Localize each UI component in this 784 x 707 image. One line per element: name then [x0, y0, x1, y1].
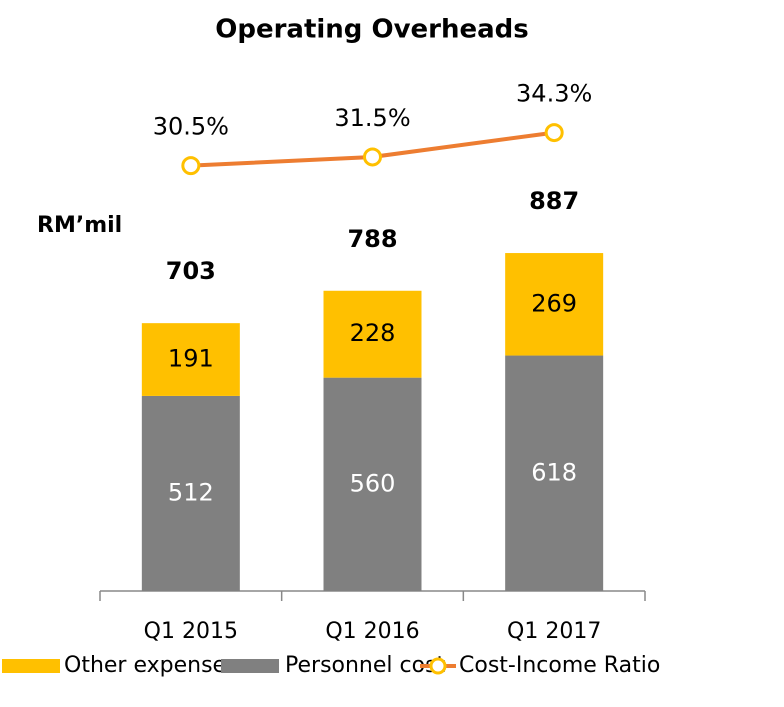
data-label: 228 — [350, 319, 396, 347]
x-tick-label: Q1 2015 — [144, 619, 238, 644]
data-label: 191 — [168, 345, 214, 373]
legend-swatch — [2, 659, 60, 673]
bar-segment — [141, 323, 240, 396]
line-marker — [181, 156, 201, 176]
line-marker — [544, 123, 564, 143]
x-tick-label: Q1 2016 — [325, 619, 419, 644]
legend-label: Cost-Income Ratio — [459, 653, 660, 678]
bar-segment — [323, 377, 422, 591]
legend-swatch — [221, 659, 279, 673]
bar-segment — [505, 355, 604, 591]
legend-label: Other expenses — [64, 653, 238, 678]
data-label: 560 — [350, 469, 396, 497]
bar-segment — [141, 395, 240, 591]
chart-title: Operating Overheads — [215, 15, 529, 45]
legend-label: Personnel cost — [285, 653, 446, 678]
data-label: 31.5% — [334, 104, 410, 132]
total-label: 703 — [166, 257, 216, 285]
legend-marker — [429, 657, 447, 675]
bar-segment — [323, 290, 422, 378]
line-marker — [363, 147, 382, 167]
data-label: 269 — [531, 289, 577, 317]
x-tick-label: Q1 2017 — [507, 619, 601, 644]
data-label: 512 — [168, 478, 214, 506]
data-label: 34.3% — [516, 80, 592, 108]
total-label: 788 — [347, 225, 397, 253]
bar-segment — [505, 253, 604, 356]
data-label: 618 — [531, 458, 577, 486]
axis-unit-label: RM’mil — [37, 213, 122, 238]
data-label: 30.5% — [153, 113, 229, 141]
total-label: 887 — [529, 187, 579, 215]
